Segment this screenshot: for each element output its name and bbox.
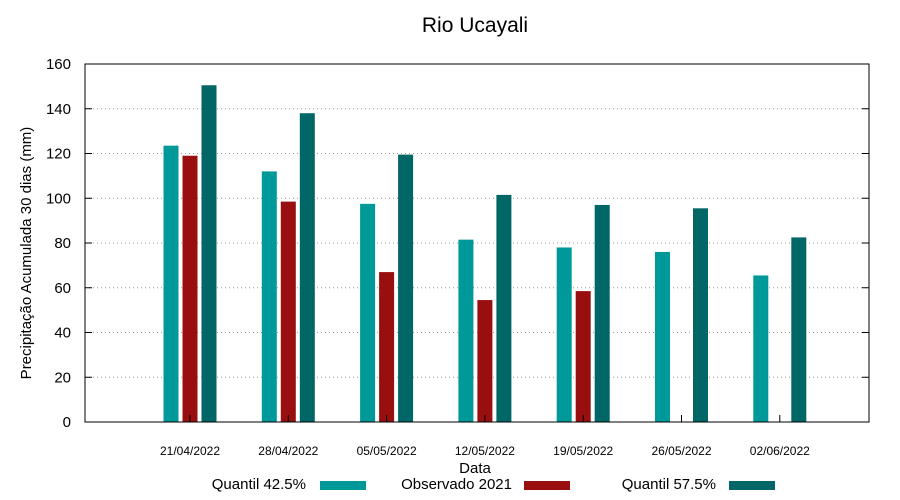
x-tick-label: 28/04/2022: [258, 444, 318, 458]
x-tick-label: 19/05/2022: [553, 444, 613, 458]
y-tick-label: 160: [46, 56, 71, 73]
bar-1-0: [182, 155, 198, 423]
y-tick-label: 60: [54, 280, 71, 297]
chart-title: Rio Ucayali: [422, 14, 528, 37]
legend-swatch: [320, 481, 366, 490]
x-tick-label: 26/05/2022: [651, 444, 711, 458]
bars: [163, 85, 807, 423]
bar-2-0: [201, 85, 217, 422]
bar-1-2: [379, 272, 395, 422]
legend: Quantil 42.5% Observado 2021 Quantil 57.5%: [212, 476, 775, 493]
bar-2-1: [299, 113, 315, 422]
x-axis-label: Data: [459, 460, 491, 477]
y-tick-label: 140: [46, 101, 71, 118]
y-axis-label: Precipitação Acumulada 30 dias (mm): [18, 127, 35, 380]
y-tick-label: 80: [54, 235, 71, 252]
y-tick-label: 40: [54, 325, 71, 342]
x-tick-label: 21/04/2022: [160, 444, 220, 458]
bar-0-4: [556, 247, 572, 422]
bar-1-3: [477, 300, 493, 422]
bar-2-5: [693, 208, 708, 422]
legend-label: Quantil 57.5%: [622, 476, 716, 493]
bar-0-1: [261, 171, 277, 422]
bar-0-2: [360, 203, 376, 422]
y-tick-label: 100: [46, 190, 71, 207]
legend-swatch: [729, 481, 775, 490]
y-axis-ticks: 0 20 40 60 80 100 120 140 160: [46, 56, 869, 431]
x-axis-ticks: 21/04/2022 28/04/2022 05/05/2022 12/05/2022…: [160, 415, 810, 458]
legend-swatch: [524, 481, 570, 490]
bar-0-3: [458, 239, 474, 422]
bar-2-2: [398, 154, 414, 422]
bar-1-1: [280, 201, 296, 422]
bar-2-3: [496, 194, 512, 422]
x-tick-label: 05/05/2022: [357, 444, 417, 458]
y-tick-label: 0: [63, 414, 71, 431]
bar-0-0: [163, 145, 179, 422]
legend-label: Quantil 42.5%: [212, 476, 306, 493]
bar-2-4: [594, 204, 610, 422]
bar-0-5: [655, 251, 670, 422]
bar-1-4: [575, 291, 591, 422]
bar-0-6: [753, 275, 769, 422]
gridlines: [85, 108, 869, 378]
y-tick-label: 120: [46, 146, 71, 163]
x-tick-label: 12/05/2022: [455, 444, 515, 458]
y-tick-label: 20: [54, 369, 71, 386]
bar-2-6: [791, 237, 807, 422]
legend-label: Observado 2021: [401, 476, 512, 493]
x-tick-label: 02/06/2022: [750, 444, 810, 458]
